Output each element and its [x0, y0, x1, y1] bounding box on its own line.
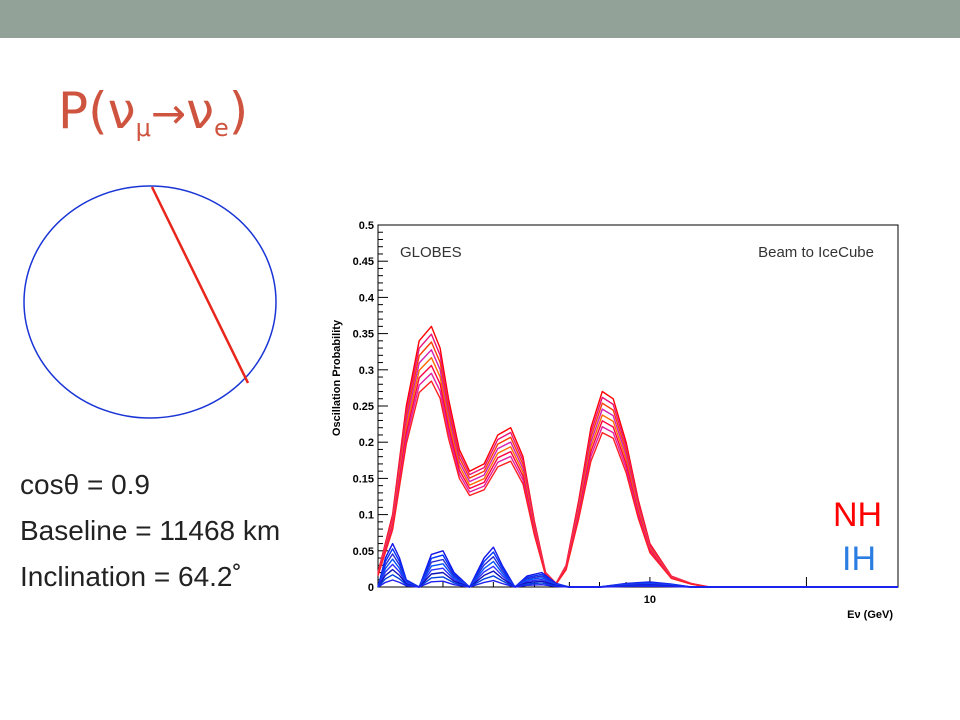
info-row-inclination: Inclination = 64.2˚	[20, 554, 280, 600]
oscillation-probability-chart: 00.050.10.150.20.250.30.350.40.450.5 10 …	[331, 220, 899, 621]
legend-ih: IH	[842, 540, 876, 578]
y-tick-label: 0	[368, 582, 374, 594]
y-tick-label: 0.25	[353, 401, 374, 413]
y-tick-label: 0.4	[359, 292, 375, 304]
legend-nh: NH	[833, 496, 883, 534]
y-tick-label: 0.15	[353, 473, 374, 485]
y-tick-label: 0.45	[353, 256, 374, 268]
earth-circle	[23, 185, 277, 419]
y-tick-label: 0.5	[359, 220, 374, 232]
info-label: Inclination	[20, 561, 147, 592]
info-value: = 64.2˚	[153, 561, 242, 592]
annotation-globes: GLOBES	[400, 244, 462, 261]
info-row-baseline: Baseline = 11468 km	[20, 508, 280, 554]
plot-frame	[377, 224, 899, 588]
baseline-chord	[150, 186, 250, 384]
title-sub-mu: μ	[135, 114, 151, 142]
earth-globe-diagram	[23, 185, 277, 419]
baseline-info: cosθ = 0.9 Baseline = 11468 km Inclinati…	[20, 462, 280, 600]
info-label: Baseline	[20, 515, 128, 546]
arrow-icon: →	[150, 89, 187, 138]
x-axis-label: Eν (GeV)	[847, 609, 893, 621]
slide-title: P(νμ→νe)	[58, 82, 249, 142]
y-tick-label: 0.05	[353, 546, 374, 558]
y-tick-label: 0.2	[359, 437, 374, 449]
y-tick-label: 0.3	[359, 365, 374, 377]
y-tick-label: 0.1	[359, 510, 374, 522]
series-line-ih	[377, 579, 898, 588]
y-axis-label: Oscillation Probability	[331, 319, 343, 436]
y-axis: 0 0.05 0.1 0.15 0.2 0.25 0.3 0.35 0.4 0.45 0.5	[353, 220, 388, 594]
annotation-beam: Beam to IceCube	[758, 244, 874, 261]
info-row-costheta: cosθ = 0.9	[20, 462, 280, 508]
info-value: = 0.9	[86, 469, 150, 500]
title-sub-e: e	[214, 114, 229, 142]
info-value: = 11468 km	[135, 515, 281, 546]
info-label: cosθ	[20, 469, 80, 500]
top-accent-bar	[0, 0, 960, 38]
series-group	[377, 325, 898, 588]
y-tick-label: 0.35	[353, 329, 374, 341]
x-tick-label: 10	[644, 594, 656, 606]
